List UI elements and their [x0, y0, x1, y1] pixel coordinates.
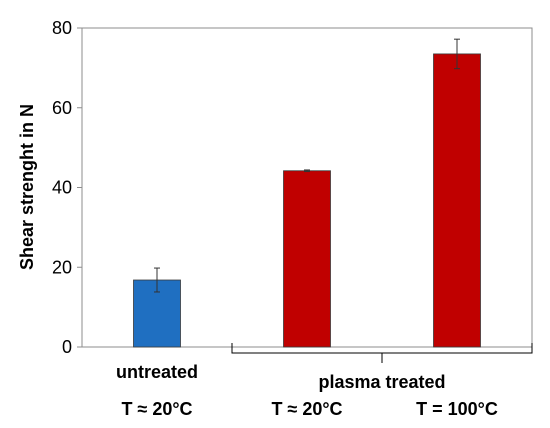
category-label-untreated: untreated	[116, 362, 198, 382]
condition-label-plasma-100c: T = 100°C	[416, 399, 498, 419]
plasma-treated-bracket	[231, 343, 533, 363]
y-axis-title: Shear strenght in N	[17, 104, 37, 270]
condition-label-untreated: T ≈ 20°C	[121, 399, 192, 419]
group-label-plasma-treated: plasma treated	[318, 372, 445, 392]
y-tick-label: 20	[52, 257, 72, 277]
bar	[283, 170, 331, 348]
condition-label-plasma-20c: T ≈ 20°C	[271, 399, 342, 419]
y-tick-label: 60	[52, 98, 72, 118]
bar	[433, 53, 481, 348]
error-bars	[154, 38, 460, 293]
y-tick-label: 80	[52, 18, 72, 38]
bars	[133, 53, 481, 348]
y-tick-label: 0	[62, 337, 72, 357]
y-axis-ticks: 0 20 40 60 80	[52, 18, 82, 357]
y-tick-label: 40	[52, 178, 72, 198]
bar	[133, 279, 181, 348]
